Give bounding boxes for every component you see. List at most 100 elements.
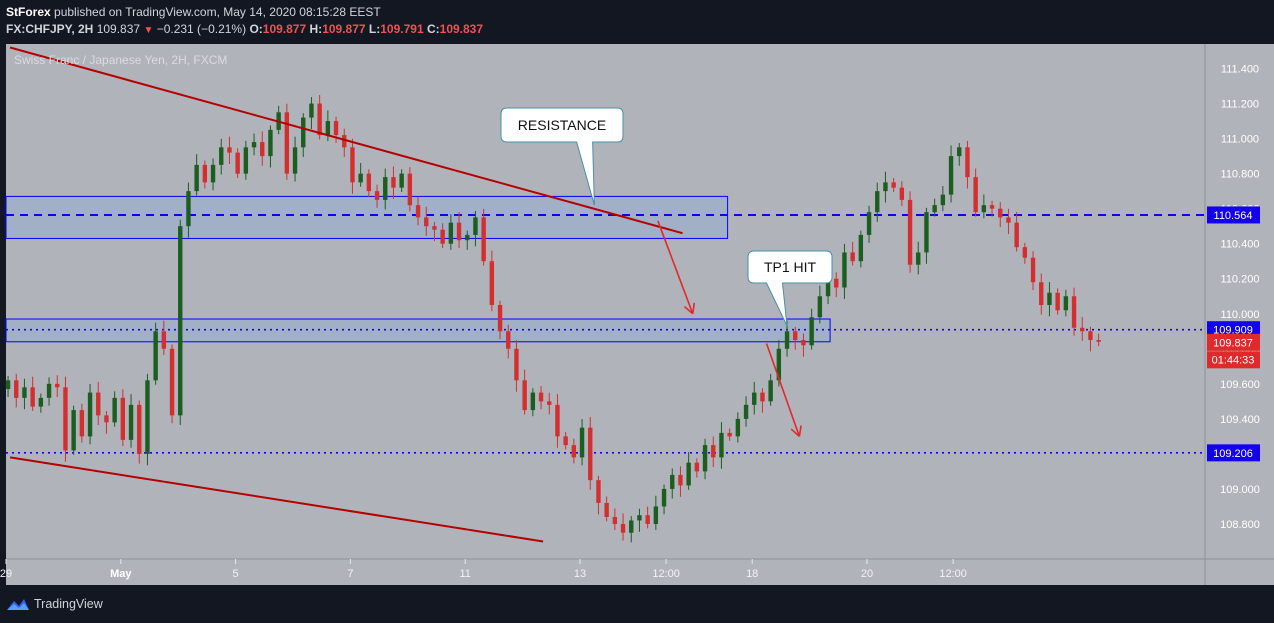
y-tick-label: 109.400 <box>1220 414 1260 426</box>
candle <box>456 211 462 249</box>
candle <box>981 194 987 219</box>
x-ticks: 29 May 5 7 11 13 12:00 18 20 12:00 <box>0 559 967 580</box>
candle <box>71 405 76 455</box>
candle <box>637 508 642 532</box>
candle <box>1022 242 1028 264</box>
candle-body <box>719 432 724 458</box>
time-axis[interactable] <box>6 559 1274 585</box>
candle-body <box>629 520 634 533</box>
candle-body <box>407 173 413 206</box>
candle-body <box>1096 340 1101 342</box>
candle-body <box>1047 292 1052 306</box>
candle <box>1063 289 1069 317</box>
candle <box>489 250 495 312</box>
candle <box>96 381 101 425</box>
candle <box>563 432 568 450</box>
candle-body <box>514 348 519 381</box>
candle-body <box>383 177 388 200</box>
candle <box>530 388 536 417</box>
candle <box>858 230 864 268</box>
candle-body <box>670 474 675 489</box>
candle-body <box>793 331 798 341</box>
candle-body <box>309 103 314 118</box>
tp1-hit-callout-text: TP1 HIT <box>764 259 817 275</box>
candle-body <box>891 182 896 188</box>
candle <box>817 285 823 324</box>
last-price-tag-text: 109.837 <box>1213 337 1253 349</box>
candle <box>186 182 191 238</box>
y-tick-label: 110.000 <box>1221 309 1260 321</box>
callouts-layer: RESISTANCE TP1 HIT <box>500 107 833 327</box>
candle <box>161 320 167 355</box>
candle <box>38 393 44 413</box>
candle-body <box>998 208 1003 218</box>
candle <box>120 389 126 447</box>
candle-body <box>1006 217 1011 223</box>
candle <box>1030 251 1036 291</box>
candle-body <box>1063 296 1069 311</box>
support-zone[interactable] <box>5 318 831 343</box>
level-price-tag-0-bg <box>1207 206 1260 224</box>
candle <box>383 168 388 210</box>
candle-body <box>604 502 609 517</box>
last-price-tag[interactable]: 109.837 <box>1207 333 1260 351</box>
candle <box>678 466 683 497</box>
y-tick-label: 111.400 <box>1221 64 1259 76</box>
candle <box>850 241 855 266</box>
tp1-hit-callout[interactable]: TP1 HIT <box>747 250 833 327</box>
descending-support-trendline[interactable] <box>9 456 544 543</box>
candle-body <box>251 142 257 148</box>
candle-body <box>481 217 486 262</box>
candle <box>965 140 970 189</box>
candle-body <box>440 229 445 244</box>
price-axis[interactable] <box>1205 44 1274 559</box>
resistance-zone[interactable] <box>5 195 729 239</box>
publisher-name[interactable]: StForex <box>6 5 51 19</box>
candle <box>128 394 134 448</box>
close-label: C: <box>426 22 440 36</box>
candle-body <box>817 296 823 318</box>
candle-body <box>842 252 847 288</box>
candle-body <box>1039 282 1044 306</box>
candle <box>612 508 618 531</box>
price-chart[interactable]: RESISTANCE TP1 HIT 111.400 111.200 111.000 1… <box>0 0 1274 585</box>
level-price-tag-2-bg <box>1207 444 1260 462</box>
candle <box>30 376 35 411</box>
candle <box>366 169 372 198</box>
level-price-tag-2[interactable]: 109.206 <box>1207 444 1260 462</box>
candle <box>465 230 470 250</box>
candle-body <box>957 147 962 157</box>
candle <box>301 113 306 157</box>
candle-body <box>120 397 126 440</box>
candle-body <box>1022 247 1028 258</box>
x-tick-label: 5 <box>233 568 239 580</box>
candle <box>629 516 634 543</box>
symbol-name[interactable]: FX:CHFJPY, 2H <box>6 22 94 36</box>
candle <box>292 136 298 182</box>
countdown-bg <box>1207 351 1260 369</box>
candle-body <box>571 445 577 458</box>
level-price-tag-0[interactable]: 110.564 <box>1207 206 1260 224</box>
candle-body <box>702 445 708 472</box>
candle-body <box>530 392 536 411</box>
candle-body <box>661 488 667 507</box>
candle <box>178 219 183 425</box>
candle <box>1088 326 1093 352</box>
footer: TradingView <box>0 585 1274 623</box>
candle <box>268 125 273 168</box>
candle-body <box>686 462 691 486</box>
candle <box>702 438 708 480</box>
down-arrow-2[interactable] <box>765 343 802 437</box>
down-arrow-1[interactable] <box>657 220 696 315</box>
candle-body <box>178 226 183 416</box>
close-value: 109.837 <box>439 22 484 36</box>
candle-body <box>973 177 978 213</box>
tradingview-brand[interactable]: TradingView <box>34 597 103 611</box>
tradingview-logo-icon[interactable] <box>6 595 30 613</box>
open-value: 109.877 <box>262 22 307 36</box>
descending-resistance-trendline[interactable] <box>9 46 683 235</box>
candle <box>284 103 290 180</box>
resistance-callout[interactable]: RESISTANCE <box>500 107 624 206</box>
candle <box>112 391 117 427</box>
y-tick-label: 111.200 <box>1221 99 1259 111</box>
